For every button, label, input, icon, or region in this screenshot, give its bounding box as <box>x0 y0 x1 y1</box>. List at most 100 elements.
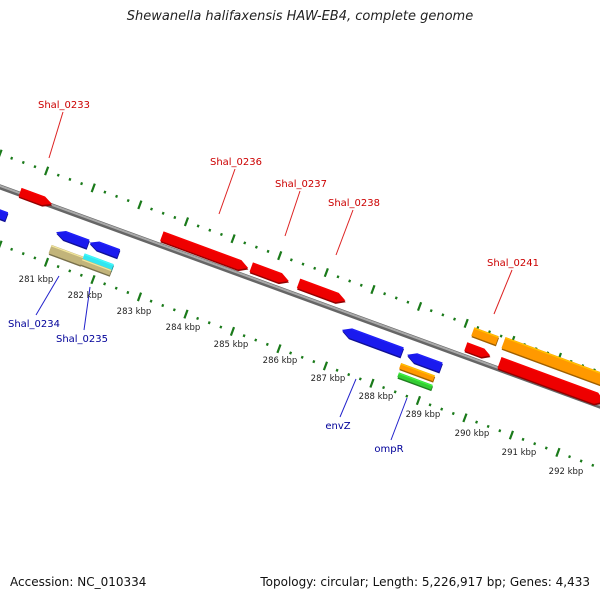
feature-cyan-body <box>82 253 114 271</box>
outer-scale-minor-tick <box>266 249 270 253</box>
inner-scale-minor-tick <box>358 377 362 381</box>
outer-scale-minor-tick <box>150 207 153 211</box>
feature-forward-gene-highlight <box>252 262 282 275</box>
inner-scale-major-tick <box>555 447 561 457</box>
feature-forward-gene-body <box>249 262 289 283</box>
ruler-label: 281 kbp <box>19 275 54 285</box>
feature-tan-body <box>80 258 112 276</box>
inner-scale-minor-tick <box>405 394 409 398</box>
ruler-label: 292 kbp <box>549 467 584 477</box>
inner-scale-minor-tick <box>568 455 572 459</box>
feature-green <box>397 372 434 392</box>
genome-summary-text: Topology: circular; Length: 5,226,917 bp… <box>260 575 590 589</box>
inner-scale-major-tick <box>183 309 189 319</box>
feature-reverse-gene <box>56 231 90 250</box>
inner-scale-minor-tick <box>521 437 525 441</box>
inner-scale-major-tick <box>136 292 143 302</box>
feature-reverse-gene-highlight <box>98 241 120 251</box>
feature-forward-gene-body <box>464 342 491 358</box>
feature-orange-body <box>501 336 600 388</box>
outer-scale-minor-tick <box>441 313 445 317</box>
outer-scale-major-tick <box>463 318 469 328</box>
outer-scale-major-tick <box>137 200 143 210</box>
feature-reverse-gene-highlight <box>416 353 443 365</box>
feature-orange <box>501 336 600 389</box>
outer-scale-major-tick <box>90 183 96 193</box>
outer-scale-minor-tick <box>313 266 317 270</box>
outer-scale-minor-tick <box>219 232 223 237</box>
outer-scale-minor-tick <box>56 173 60 177</box>
inner-scale-minor-tick <box>10 247 14 251</box>
inner-scale-minor-tick <box>79 273 83 277</box>
accession-text: Accession: NC_010334 <box>10 575 147 589</box>
inner-scale-minor-tick <box>242 334 246 338</box>
outer-scale-major-tick <box>416 301 423 312</box>
feature-forward-gene <box>18 187 53 207</box>
ruler-label: 290 kbp <box>455 429 490 439</box>
inner-scale-minor-tick <box>161 303 165 308</box>
outer-scale-major-tick <box>277 251 283 261</box>
leader-line <box>83 286 91 331</box>
outer-scale-minor-tick <box>161 211 165 215</box>
gene-label-shal_0234: Shal_0234 <box>8 319 60 330</box>
outer-scale-minor-tick <box>68 177 72 182</box>
inner-scale-minor-tick <box>498 429 502 433</box>
inner-scale-minor-tick <box>254 338 258 342</box>
inner-scale-minor-tick <box>382 385 386 390</box>
gene-label-ompr: ompR <box>374 444 403 455</box>
gene-label-shal_0233: Shal_0233 <box>38 100 90 111</box>
inner-scale-minor-tick <box>196 316 200 321</box>
inner-scale-major-tick <box>229 326 236 337</box>
inner-scale-minor-tick <box>289 351 293 355</box>
inner-scale-minor-tick <box>265 342 269 346</box>
leader-line <box>48 111 64 159</box>
leader-line <box>335 209 354 256</box>
outer-scale-minor-tick <box>21 160 25 165</box>
inner-scale-major-tick <box>369 378 375 388</box>
feature-reverse-gene-body <box>341 328 404 357</box>
outer-scale-major-tick <box>44 166 50 176</box>
outer-scale-dotted-line <box>0 149 596 372</box>
feature-forward-gene <box>160 231 249 272</box>
outer-scale-minor-tick <box>80 182 84 186</box>
gene-features <box>0 187 600 406</box>
outer-scale-minor-tick <box>499 334 503 338</box>
ruler-label: 282 kbp <box>68 291 103 301</box>
feature-reverse-gene-highlight <box>65 231 90 242</box>
inner-scale-minor-tick <box>149 299 153 303</box>
outer-scale-minor-tick <box>196 224 200 228</box>
outer-scale-minor-tick <box>359 283 363 287</box>
gene-label-envz: envZ <box>325 421 350 432</box>
feature-tan <box>80 258 112 277</box>
outer-scale-minor-tick <box>336 275 340 279</box>
inner-scale-minor-tick <box>544 446 548 450</box>
leader-line <box>218 168 236 215</box>
ruler-label: 286 kbp <box>263 356 298 366</box>
inner-scale-minor-tick <box>312 360 316 364</box>
inner-scale-minor-tick <box>347 372 351 377</box>
feature-green-highlight <box>398 372 433 387</box>
feature-orange-highlight <box>505 337 600 378</box>
inner-scale-major-tick <box>276 344 282 354</box>
outer-scale-minor-tick <box>289 258 293 262</box>
feature-orange <box>399 362 436 383</box>
inner-scale-minor-tick <box>33 256 37 260</box>
label-leader-lines <box>35 111 513 441</box>
inner-scale-minor-tick <box>126 290 130 295</box>
leader-line <box>339 378 357 418</box>
feature-reverse-gene <box>341 328 405 359</box>
inner-scale-minor-tick <box>579 459 583 463</box>
outer-scale-minor-tick <box>208 228 212 232</box>
feature-tan-highlight <box>81 259 112 272</box>
feature-reverse-gene-body <box>56 231 90 249</box>
ruler-label: 287 kbp <box>311 374 346 384</box>
feature-reverse-gene <box>0 208 9 223</box>
ruler-label: 284 kbp <box>166 323 201 333</box>
feature-forward-gene-highlight <box>501 357 599 395</box>
inner-scale-major-tick <box>43 257 50 267</box>
outer-scale-major-tick <box>370 284 376 295</box>
outer-scale-minor-tick <box>453 317 457 321</box>
inner-scale-minor-tick <box>440 407 444 411</box>
